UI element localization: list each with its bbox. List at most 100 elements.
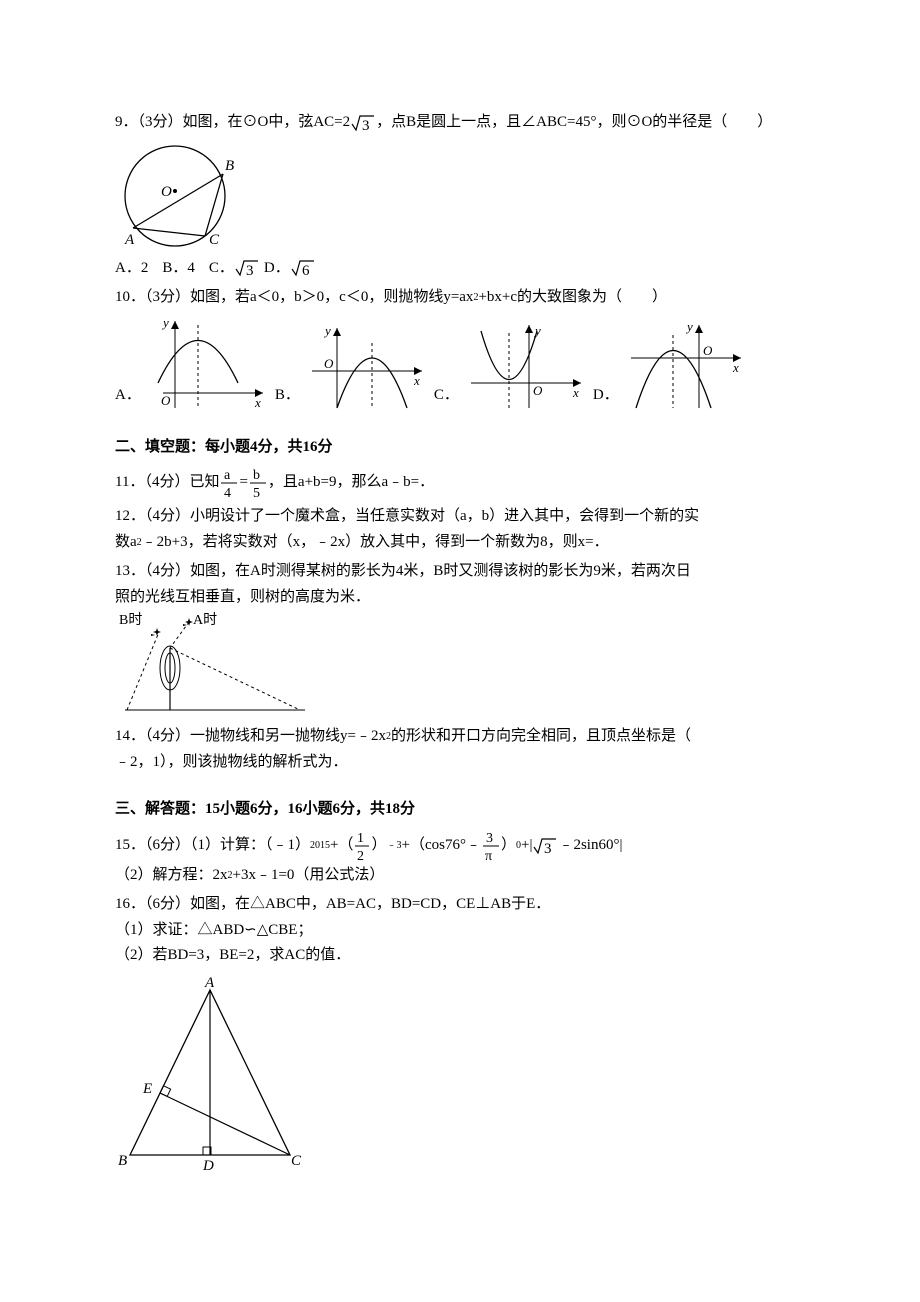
svg-text:x: x bbox=[732, 360, 739, 375]
svg-text:a: a bbox=[224, 468, 231, 483]
q10-label-a: A． bbox=[115, 383, 141, 413]
q16-l3: （2）若BD=3，BE=2，求AC的值． bbox=[115, 943, 820, 969]
q9-mid: ，点B是圆上一点，且∠ABC=45°，则⊙O的半径是（ ） bbox=[376, 110, 772, 136]
svg-text:C: C bbox=[291, 1153, 302, 1169]
question-10: 10．（3分）如图，若a＜0，b＞0，c＜0，则抛物线y=ax 2 +bx+c的… bbox=[115, 285, 820, 413]
svg-text:1: 1 bbox=[357, 831, 364, 846]
q9-text: 9．（3分）如图，在⊙O中，弦AC=2 3 ，点B是圆上一点，且∠ABC=45°… bbox=[115, 110, 820, 136]
sqrt3-icon: 3 bbox=[350, 112, 376, 134]
q10-label-b: B． bbox=[275, 383, 300, 413]
svg-text:y: y bbox=[533, 323, 541, 338]
sqrt3-icon: 3 bbox=[532, 835, 558, 857]
svg-text:O: O bbox=[703, 343, 713, 358]
q12-l2a: 数a bbox=[115, 530, 137, 556]
svg-text:π: π bbox=[485, 849, 492, 863]
svg-text:D: D bbox=[202, 1158, 214, 1174]
q12-l2b: ﹣2b+3，若将实数对（x，﹣2x）放入其中，得到一个新数为8，则x=． bbox=[142, 530, 609, 556]
svg-text:B时: B时 bbox=[119, 612, 142, 628]
svg-text:A: A bbox=[204, 975, 215, 991]
question-16: 16．（6分）如图，在△ABC中，AB=AC，BD=CD，CE⊥AB于E． （1… bbox=[115, 892, 820, 1175]
q10-text: 10．（3分）如图，若a＜0，b＞0，c＜0，则抛物线y=ax 2 +bx+c的… bbox=[115, 285, 820, 311]
q15-l1d: +（cos76°﹣ bbox=[402, 833, 481, 859]
sqrt3-icon: 3 bbox=[234, 257, 260, 279]
svg-text:O: O bbox=[161, 184, 172, 200]
question-15: 15．（6分）（1）计算：（﹣1） 2015 +（ 1 2 ） ﹣3 +（cos… bbox=[115, 829, 820, 889]
q10-label-c: C． bbox=[434, 383, 459, 413]
q9-figure: O A B C bbox=[115, 136, 245, 256]
question-9: 9．（3分）如图，在⊙O中，弦AC=2 3 ，点B是圆上一点，且∠ABC=45°… bbox=[115, 110, 820, 281]
q10-suffix: +bx+c的大致图象为（ ） bbox=[478, 285, 667, 311]
section-3-heading: 三、解答题：15小题6分，16小题6分，共18分 bbox=[115, 797, 820, 823]
question-13: 13．（4分）如图，在A时测得某树的影长为4米，B时又测得该树的影长为9米，若两… bbox=[115, 559, 820, 720]
svg-text:3: 3 bbox=[544, 841, 552, 857]
q9-options: A．2 B．4 C． 3 D． 6 bbox=[115, 256, 820, 282]
q14-l1a: 14．（4分）一抛物线和另一抛物线y=﹣2x bbox=[115, 724, 386, 750]
svg-text:y: y bbox=[685, 319, 693, 334]
svg-text:x: x bbox=[254, 395, 261, 410]
frac-a4-icon: a 4 bbox=[219, 466, 239, 500]
q15-l1g: ﹣2sin60°| bbox=[558, 833, 622, 859]
q15-l2b: +3x﹣1=0（用公式法） bbox=[233, 863, 385, 889]
q15-exp2: ﹣3 bbox=[387, 837, 402, 854]
section-2-heading: 二、填空题：每小题4分，共16分 bbox=[115, 435, 820, 461]
frac-b5-icon: b 5 bbox=[248, 466, 268, 500]
svg-text:6: 6 bbox=[302, 263, 310, 279]
svg-text:2: 2 bbox=[357, 849, 364, 863]
q16-figure: A B C D E bbox=[115, 975, 315, 1175]
svg-text:E: E bbox=[142, 1081, 152, 1097]
svg-text:C: C bbox=[209, 232, 220, 248]
q10-fig-c: O x y bbox=[461, 313, 591, 413]
question-11: 11．（4分）已知 a 4 = b 5 ，且a+b=9，那么a﹣b=． bbox=[115, 466, 820, 500]
q13-l2: 照的光线互相垂直，则树的高度为米． bbox=[115, 585, 820, 611]
q10-label-d: D． bbox=[593, 383, 619, 413]
q9-opt-b: B．4 bbox=[162, 256, 195, 282]
q10-options: A． O x y B． O x y C． bbox=[115, 313, 820, 413]
q9-opt-a: A．2 bbox=[115, 256, 148, 282]
svg-text:b: b bbox=[253, 468, 260, 483]
svg-text:y: y bbox=[161, 315, 169, 330]
svg-text:3: 3 bbox=[362, 118, 370, 134]
q14-l2: ﹣2，1），则该抛物线的解析式为． bbox=[115, 750, 820, 776]
svg-text:x: x bbox=[572, 385, 579, 400]
q11-suffix: ，且a+b=9，那么a﹣b=． bbox=[268, 470, 434, 496]
svg-text:5: 5 bbox=[253, 486, 260, 500]
q15-l1b: +（ bbox=[330, 833, 353, 859]
svg-text:O: O bbox=[161, 393, 171, 408]
q10-prefix: 10．（3分）如图，若a＜0，b＞0，c＜0，则抛物线y=ax bbox=[115, 285, 473, 311]
q11-prefix: 11．（4分）已知 bbox=[115, 470, 219, 496]
q15-l1f: +| bbox=[521, 833, 532, 859]
q15-l1a: 15．（6分）（1）计算：（﹣1） bbox=[115, 833, 310, 859]
question-12: 12．（4分）小明设计了一个魔术盒，当任意实数对（a，b）进入其中，会得到一个新… bbox=[115, 504, 820, 555]
svg-text:3: 3 bbox=[486, 831, 493, 846]
svg-text:4: 4 bbox=[224, 486, 231, 500]
q16-l2: （1）求证：△ABD∽△CBE； bbox=[115, 918, 820, 944]
q15-l2a: （2）解方程：2x bbox=[115, 863, 228, 889]
q9-opt-c: C． bbox=[209, 256, 234, 282]
frac-12-icon: 1 2 bbox=[353, 829, 371, 863]
q13-figure: B时 A时 bbox=[115, 610, 315, 720]
q10-fig-b: O x y bbox=[302, 313, 432, 413]
svg-text:3: 3 bbox=[246, 263, 254, 279]
svg-text:A: A bbox=[124, 232, 135, 248]
q12-l1: 12．（4分）小明设计了一个魔术盒，当任意实数对（a，b）进入其中，会得到一个新… bbox=[115, 504, 820, 530]
q10-fig-a: O x y bbox=[143, 313, 273, 413]
svg-text:x: x bbox=[413, 373, 420, 388]
q10-fig-d: O x y bbox=[621, 313, 751, 413]
svg-text:y: y bbox=[323, 323, 331, 338]
frac-3pi-icon: 3 π bbox=[481, 829, 501, 863]
q16-l1: 16．（6分）如图，在△ABC中，AB=AC，BD=CD，CE⊥AB于E． bbox=[115, 892, 820, 918]
svg-text:B: B bbox=[118, 1153, 127, 1169]
q15-l1e: ） bbox=[501, 833, 516, 859]
q15-exp1: 2015 bbox=[310, 837, 330, 854]
svg-text:B: B bbox=[225, 158, 234, 174]
question-14: 14．（4分）一抛物线和另一抛物线y=﹣2x 2 的形状和开口方向完全相同，且顶… bbox=[115, 724, 820, 775]
svg-text:O: O bbox=[533, 383, 543, 398]
q15-l1c: ） bbox=[371, 833, 386, 859]
q13-l1: 13．（4分）如图，在A时测得某树的影长为4米，B时又测得该树的影长为9米，若两… bbox=[115, 559, 820, 585]
sqrt6-icon: 6 bbox=[290, 257, 316, 279]
q9-prefix: 9．（3分）如图，在⊙O中，弦AC=2 bbox=[115, 110, 350, 136]
q9-opt-d: D． bbox=[264, 256, 290, 282]
q11-eq: = bbox=[239, 470, 247, 496]
svg-text:O: O bbox=[324, 356, 334, 371]
q14-l1b: 的形状和开口方向完全相同，且顶点坐标是（ bbox=[391, 724, 691, 750]
